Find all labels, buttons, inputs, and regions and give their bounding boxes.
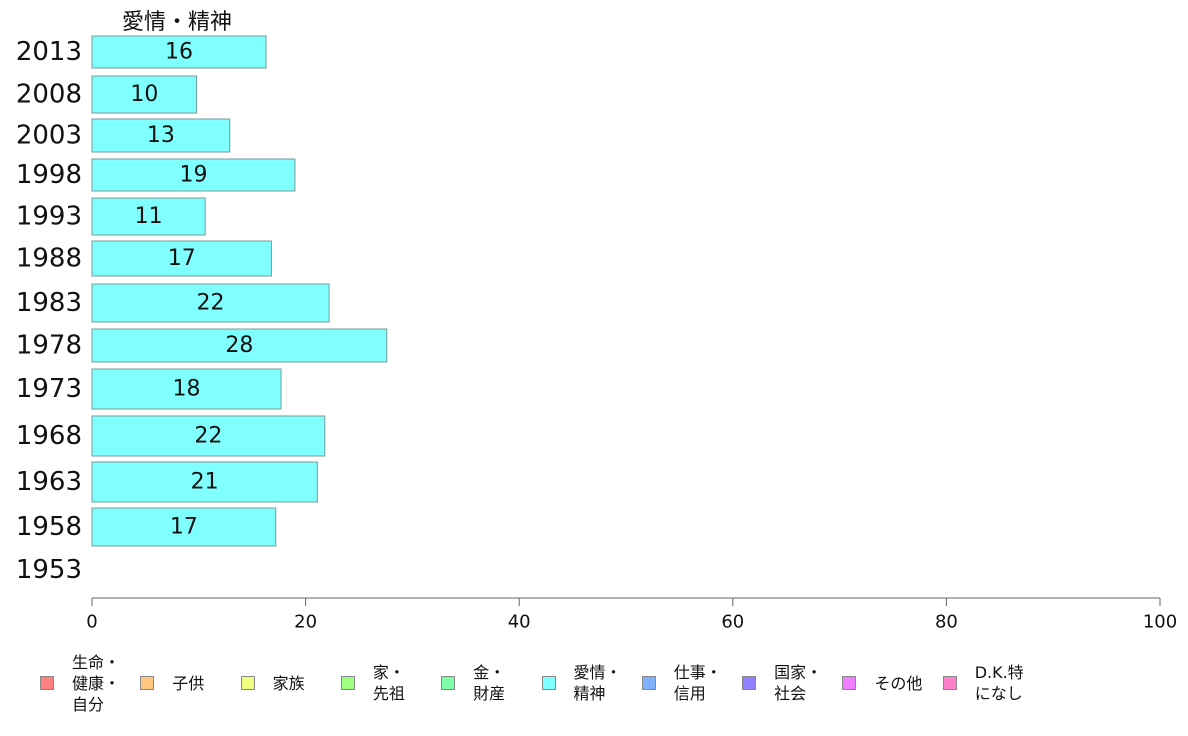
legend-item: 愛情・ 精神 <box>541 648 622 718</box>
legend-swatch <box>441 676 456 690</box>
legend-item: 金・ 財産 <box>441 648 505 718</box>
legend-swatch <box>942 676 957 690</box>
legend-item: 生命・ 健康・ 自分 <box>40 648 120 718</box>
bar-value-label: 21 <box>191 470 219 495</box>
category-label: 1958 <box>16 512 82 542</box>
legend-swatch <box>641 676 656 690</box>
legend-swatch <box>140 676 155 690</box>
x-tick-label: 40 <box>508 612 531 633</box>
bar <box>91 118 231 153</box>
bar-value-label: 28 <box>225 333 253 358</box>
category-label: 1988 <box>16 244 82 274</box>
legend-label: 子供 <box>172 673 205 693</box>
legend-label: 国家・ 社会 <box>774 663 823 703</box>
category-label: 1983 <box>16 288 82 318</box>
category-label: 1978 <box>16 331 82 361</box>
category-label: 1998 <box>16 160 82 190</box>
category-label: 1953 <box>16 555 82 585</box>
legend-item: 家族 <box>240 648 305 718</box>
bar-value-label: 17 <box>168 246 196 271</box>
legend-swatch <box>40 676 54 690</box>
bar-value-label: 17 <box>170 515 198 540</box>
bar <box>91 368 282 410</box>
legend-label: 家・ 先祖 <box>372 663 405 703</box>
x-tick-label: 0 <box>86 612 97 633</box>
x-tick-label: 60 <box>721 612 744 633</box>
x-tick-label: 100 <box>1143 612 1177 633</box>
bar-value-label: 19 <box>179 163 207 188</box>
legend: 生命・ 健康・ 自分 子供 家族 家・ 先祖 金・ 財産 愛情・ 精神 仕事・ 信用 国家・ … <box>40 648 1160 718</box>
bar <box>91 415 326 457</box>
bar-value-label: 10 <box>130 82 158 107</box>
category-label: 2008 <box>16 80 82 110</box>
bar-value-label: 13 <box>147 123 175 148</box>
legend-swatch <box>842 676 857 690</box>
bar-value-label: 11 <box>135 204 163 229</box>
bar-value-label: 22 <box>194 424 222 449</box>
legend-swatch <box>541 676 556 690</box>
legend-label: 家族 <box>272 673 305 693</box>
bar-chart: 2013 16 2008 10 2003 13 1998 19 1993 11 1988 17 1983… <box>16 35 1177 633</box>
legend-label: D.K.特 になし <box>974 663 1024 703</box>
category-label: 2013 <box>16 37 82 67</box>
category-label: 1968 <box>16 421 82 451</box>
legend-label: 生命・ 健康・ 自分 <box>72 652 121 714</box>
legend-item: D.K.特 になし <box>942 648 1024 718</box>
legend-item: 家・ 先祖 <box>340 648 405 718</box>
legend-item: 子供 <box>140 648 204 718</box>
bar <box>91 283 330 323</box>
legend-item: 仕事・ 信用 <box>641 648 722 718</box>
series-title: 愛情・精神 <box>122 10 233 35</box>
bar-value-label: 22 <box>197 291 225 316</box>
bar-value-label: 16 <box>165 40 193 65</box>
bar <box>91 328 388 363</box>
category-label: 2003 <box>16 121 82 151</box>
legend-swatch <box>340 676 355 690</box>
category-label: 1963 <box>16 467 82 497</box>
bar <box>91 461 318 503</box>
bar <box>91 158 296 192</box>
category-label: 1993 <box>16 202 82 232</box>
bar <box>91 75 198 114</box>
bar <box>91 197 206 236</box>
legend-label: その他 <box>874 673 923 693</box>
legend-label: 仕事・ 信用 <box>673 663 722 703</box>
legend-item: その他 <box>842 648 922 718</box>
x-tick-label: 80 <box>935 612 958 633</box>
bar <box>91 240 272 277</box>
legend-swatch <box>742 676 757 690</box>
bar <box>91 35 267 69</box>
x-tick-label: 20 <box>294 612 317 633</box>
legend-swatch <box>240 676 255 690</box>
bar-value-label: 18 <box>173 377 201 402</box>
bar <box>91 507 277 547</box>
legend-item: 国家・ 社会 <box>742 648 822 718</box>
legend-label: 金・ 財産 <box>473 663 506 703</box>
legend-label: 愛情・ 精神 <box>573 663 622 703</box>
category-label: 1973 <box>16 374 82 404</box>
